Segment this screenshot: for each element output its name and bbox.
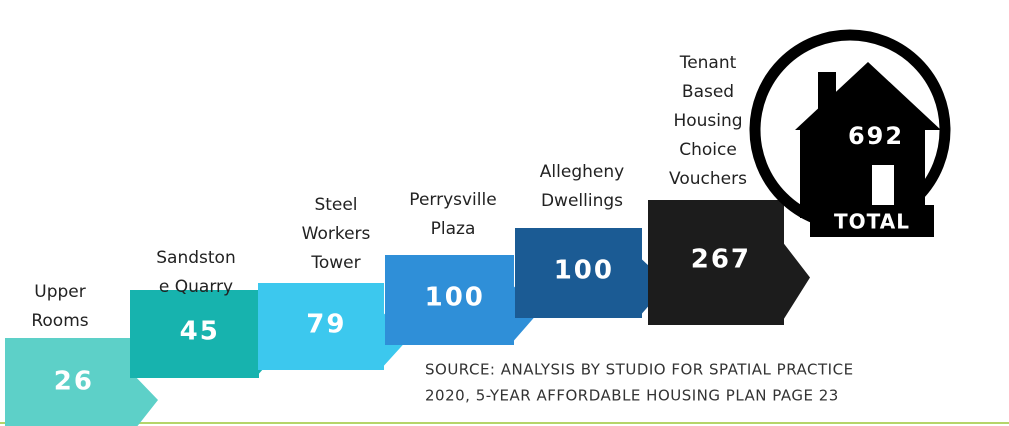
steps: 26 Upper Rooms 45 Sandston e Quarry 79 Steel Wor… [5, 53, 810, 426]
step-label: Dwellings [541, 191, 623, 211]
house-door [872, 165, 894, 205]
total-badge: 692 TOTAL [749, 29, 951, 237]
step-value: 26 [54, 367, 94, 397]
step-arrow [258, 283, 410, 370]
step-label: Allegheny [540, 162, 624, 182]
total-label: TOTAL [834, 210, 910, 234]
house-chimney [818, 72, 836, 112]
step-label: Rooms [31, 311, 88, 331]
step-arrow [385, 255, 540, 345]
step-label: e Quarry [159, 277, 233, 297]
total-value: 692 [848, 122, 904, 150]
step-label: Plaza [431, 219, 476, 239]
step-arrow [5, 338, 158, 426]
step-value: 100 [425, 283, 485, 313]
step-arrow [648, 200, 810, 325]
step-arrow [130, 290, 285, 378]
step-value: 267 [691, 245, 751, 275]
step-label: Based [682, 82, 734, 102]
step-label: Workers [302, 224, 371, 244]
source-line: 2020, 5-YEAR AFFORDABLE HOUSING PLAN PAG… [425, 387, 839, 405]
source-line: SOURCE: ANALYSIS BY STUDIO FOR SPATIAL P… [425, 361, 854, 379]
step-label: Steel [314, 195, 357, 215]
step-label: Sandston [156, 248, 235, 268]
step-label: Housing [673, 111, 742, 131]
step-label: Upper [34, 282, 85, 302]
step-value: 45 [180, 317, 220, 347]
step-label: Choice [679, 140, 737, 160]
step-label: Vouchers [669, 169, 747, 189]
step-value: 100 [554, 256, 614, 286]
step-label: Tower [310, 253, 360, 273]
step-value: 79 [306, 309, 346, 339]
step-label: Perrysville [409, 190, 496, 210]
step-label: Tenant [679, 53, 737, 73]
total-label-box [810, 205, 934, 237]
step-arrow [515, 228, 668, 318]
